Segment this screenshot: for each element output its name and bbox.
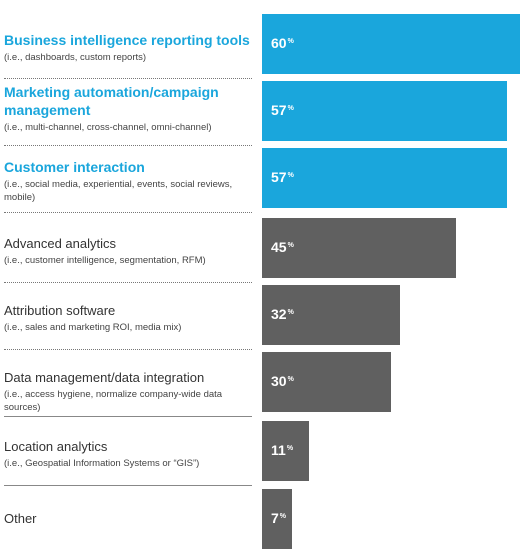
chart-row: Attribution software (i.e., sales and mar… xyxy=(0,285,525,345)
bar: 32% xyxy=(262,285,400,345)
bar-value-label: 30% xyxy=(271,373,294,389)
row-divider xyxy=(4,416,252,417)
category-title: Customer interaction xyxy=(4,159,145,175)
chart-row: Customer interaction (i.e., social media,… xyxy=(0,148,525,208)
category-title: Data management/data integration xyxy=(4,370,205,385)
bar-value: 32 xyxy=(271,306,287,322)
percent-sign: % xyxy=(287,242,294,249)
category-subtitle: (i.e., dashboards, custom reports) xyxy=(4,52,147,63)
bar-value-label: 11% xyxy=(271,442,293,458)
category-label-group: Business intelligence reporting tools (i.… xyxy=(4,31,254,64)
percent-sign: % xyxy=(287,38,294,45)
row-divider xyxy=(4,145,252,146)
bar-value-label: 45% xyxy=(271,239,294,255)
category-subtitle: (i.e., multi-channel, cross-channel, omn… xyxy=(4,122,212,133)
bar-value: 30 xyxy=(271,373,287,389)
category-title: Other xyxy=(4,511,37,526)
category-label-group: Marketing automation/campaign management… xyxy=(4,83,254,134)
category-subtitle: (i.e., sales and marketing ROI, media mi… xyxy=(4,322,182,333)
bar-value: 60 xyxy=(271,35,287,51)
bar: 7% xyxy=(262,489,292,549)
category-subtitle: (i.e., access hygiene, normalize company… xyxy=(4,389,223,413)
bar-value-label: 60% xyxy=(271,35,294,51)
category-label-group: Customer interaction (i.e., social media,… xyxy=(4,158,254,204)
chart-row: Other 7% xyxy=(0,489,525,549)
percent-sign: % xyxy=(287,376,294,383)
category-label-group: Location analytics (i.e., Geospatial Info… xyxy=(4,439,254,470)
percent-sign: % xyxy=(287,105,294,112)
chart-row: Advanced analytics (i.e., customer intell… xyxy=(0,218,525,278)
bar-value-label: 57% xyxy=(271,102,294,118)
chart-row: Marketing automation/campaign management… xyxy=(0,81,525,141)
bar-value-label: 57% xyxy=(271,169,294,185)
category-subtitle: (i.e., social media, experiential, event… xyxy=(4,179,233,203)
bar: 30% xyxy=(262,352,391,412)
bar-value-label: 32% xyxy=(271,306,294,322)
category-title: Attribution software xyxy=(4,303,116,318)
bar-value: 11 xyxy=(271,442,286,458)
category-title: Location analytics xyxy=(4,439,108,454)
row-divider xyxy=(4,349,252,350)
bar-value: 7 xyxy=(271,510,279,526)
chart-row: Business intelligence reporting tools (i.… xyxy=(0,14,525,74)
bar: 45% xyxy=(262,218,456,278)
chart-row: Data management/data integration (i.e., a… xyxy=(0,352,525,414)
row-divider xyxy=(4,78,252,79)
bar-value-label: 7% xyxy=(271,510,286,526)
category-label-group: Data management/data integration (i.e., a… xyxy=(4,370,254,414)
bar-value: 45 xyxy=(271,239,287,255)
row-divider xyxy=(4,212,252,213)
percent-sign: % xyxy=(279,513,287,520)
category-subtitle: (i.e., customer intelligence, segmentati… xyxy=(4,255,206,266)
bar: 60% xyxy=(262,14,520,74)
row-divider xyxy=(4,485,252,486)
percent-sign: % xyxy=(287,309,294,316)
chart-row: Location analytics (i.e., Geospatial Info… xyxy=(0,421,525,481)
bar: 57% xyxy=(262,81,507,141)
bar-value: 57 xyxy=(271,169,287,185)
percent-sign: % xyxy=(286,445,294,452)
category-title: Business intelligence reporting tools xyxy=(4,32,250,48)
category-subtitle: (i.e., Geospatial Information Systems or… xyxy=(4,458,200,469)
bar: 11% xyxy=(262,421,309,481)
category-label-group: Attribution software (i.e., sales and mar… xyxy=(4,303,254,334)
bar: 57% xyxy=(262,148,507,208)
category-label-group: Other xyxy=(4,511,254,527)
category-label-group: Advanced analytics (i.e., customer intell… xyxy=(4,236,254,267)
bar-value: 57 xyxy=(271,102,287,118)
percent-sign: % xyxy=(287,172,294,179)
category-title: Advanced analytics xyxy=(4,236,117,251)
row-divider xyxy=(4,282,252,283)
category-title: Marketing automation/campaign management xyxy=(4,84,219,118)
